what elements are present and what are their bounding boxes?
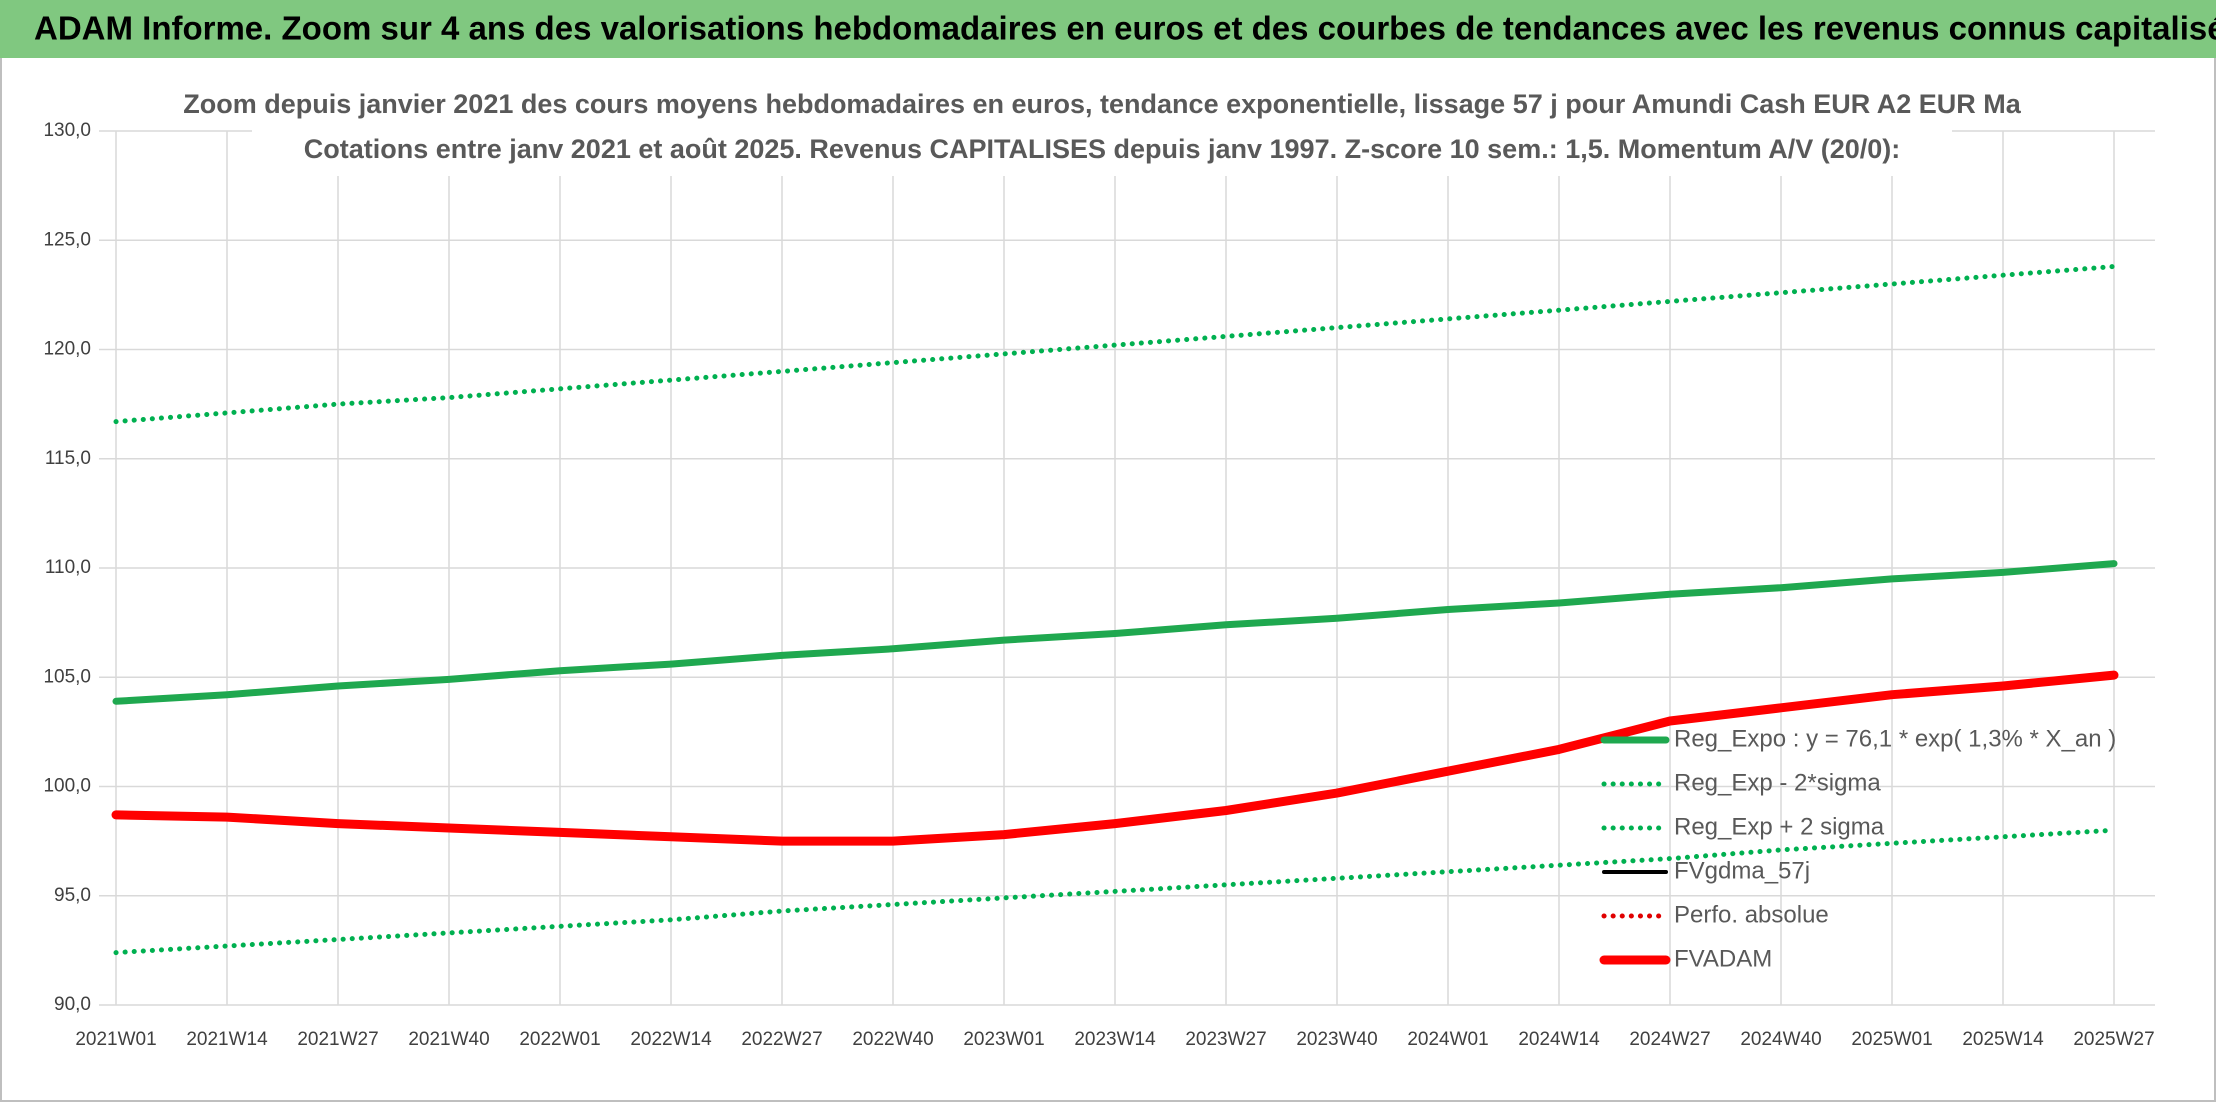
- y-tick-label: 95,0: [54, 885, 91, 906]
- legend-label: Perfo. absolue: [1674, 901, 1829, 928]
- y-tick-label: 125,0: [43, 229, 91, 250]
- x-tick-label: 2024W40: [1740, 1029, 1821, 1050]
- y-tick-label: 105,0: [43, 666, 91, 687]
- legend-label: FVgdma_57j: [1674, 857, 1810, 884]
- series-line: [111, 670, 2119, 846]
- x-tick-label: 2024W14: [1518, 1029, 1600, 1050]
- x-tick-label: 2024W27: [1629, 1029, 1710, 1050]
- x-tick-label: 2022W27: [741, 1029, 822, 1050]
- x-tick-label: 2021W14: [186, 1029, 268, 1050]
- y-tick-label: 115,0: [45, 448, 91, 469]
- chart-subtitle: Cotations entre janv 2021 et août 2025. …: [304, 134, 1901, 164]
- x-tick-label: 2025W27: [2073, 1029, 2154, 1050]
- x-tick-label: 2023W27: [1185, 1029, 1266, 1050]
- x-tick-label: 2025W14: [1962, 1029, 2044, 1050]
- x-tick-label: 2022W14: [630, 1029, 712, 1050]
- series-line: [113, 264, 2117, 425]
- header-title: ADAM Informe. Zoom sur 4 ans des valoris…: [34, 10, 2216, 47]
- y-tick-label: 100,0: [43, 776, 91, 797]
- x-tick-label: 2023W14: [1074, 1029, 1156, 1050]
- x-tick-label: 2022W40: [852, 1029, 933, 1050]
- series-line: [112, 560, 2118, 705]
- header-bar: [0, 0, 2216, 58]
- title-backdrop: [252, 86, 1952, 176]
- y-tick-label: 110,0: [45, 557, 91, 578]
- x-tick-label: 2021W01: [75, 1029, 156, 1050]
- y-tick-label: 130,0: [43, 120, 91, 141]
- x-tick-label: 2021W40: [408, 1029, 489, 1050]
- legend: Reg_Expo : y = 76,1 * exp( 1,3% * X_an )…: [1599, 725, 2116, 972]
- y-tick-label: 120,0: [43, 339, 91, 360]
- y-tick-label: 90,0: [54, 994, 91, 1015]
- legend-label: Reg_Exp + 2 sigma: [1674, 813, 1885, 840]
- x-tick-label: 2025W01: [1851, 1029, 1932, 1050]
- x-tick-label: 2024W01: [1407, 1029, 1488, 1050]
- chart-title: Zoom depuis janvier 2021 des cours moyen…: [183, 89, 2022, 119]
- legend-label: FVADAM: [1674, 945, 1772, 972]
- legend-label: Reg_Exp - 2*sigma: [1674, 769, 1881, 796]
- x-tick-label: 2021W27: [297, 1029, 378, 1050]
- x-tick-label: 2022W01: [519, 1029, 600, 1050]
- series-line: [113, 827, 2117, 956]
- x-tick-label: 2023W40: [1296, 1029, 1377, 1050]
- x-tick-label: 2023W01: [963, 1029, 1044, 1050]
- plot: [111, 264, 2119, 956]
- legend-label: Reg_Expo : y = 76,1 * exp( 1,3% * X_an ): [1674, 725, 2116, 752]
